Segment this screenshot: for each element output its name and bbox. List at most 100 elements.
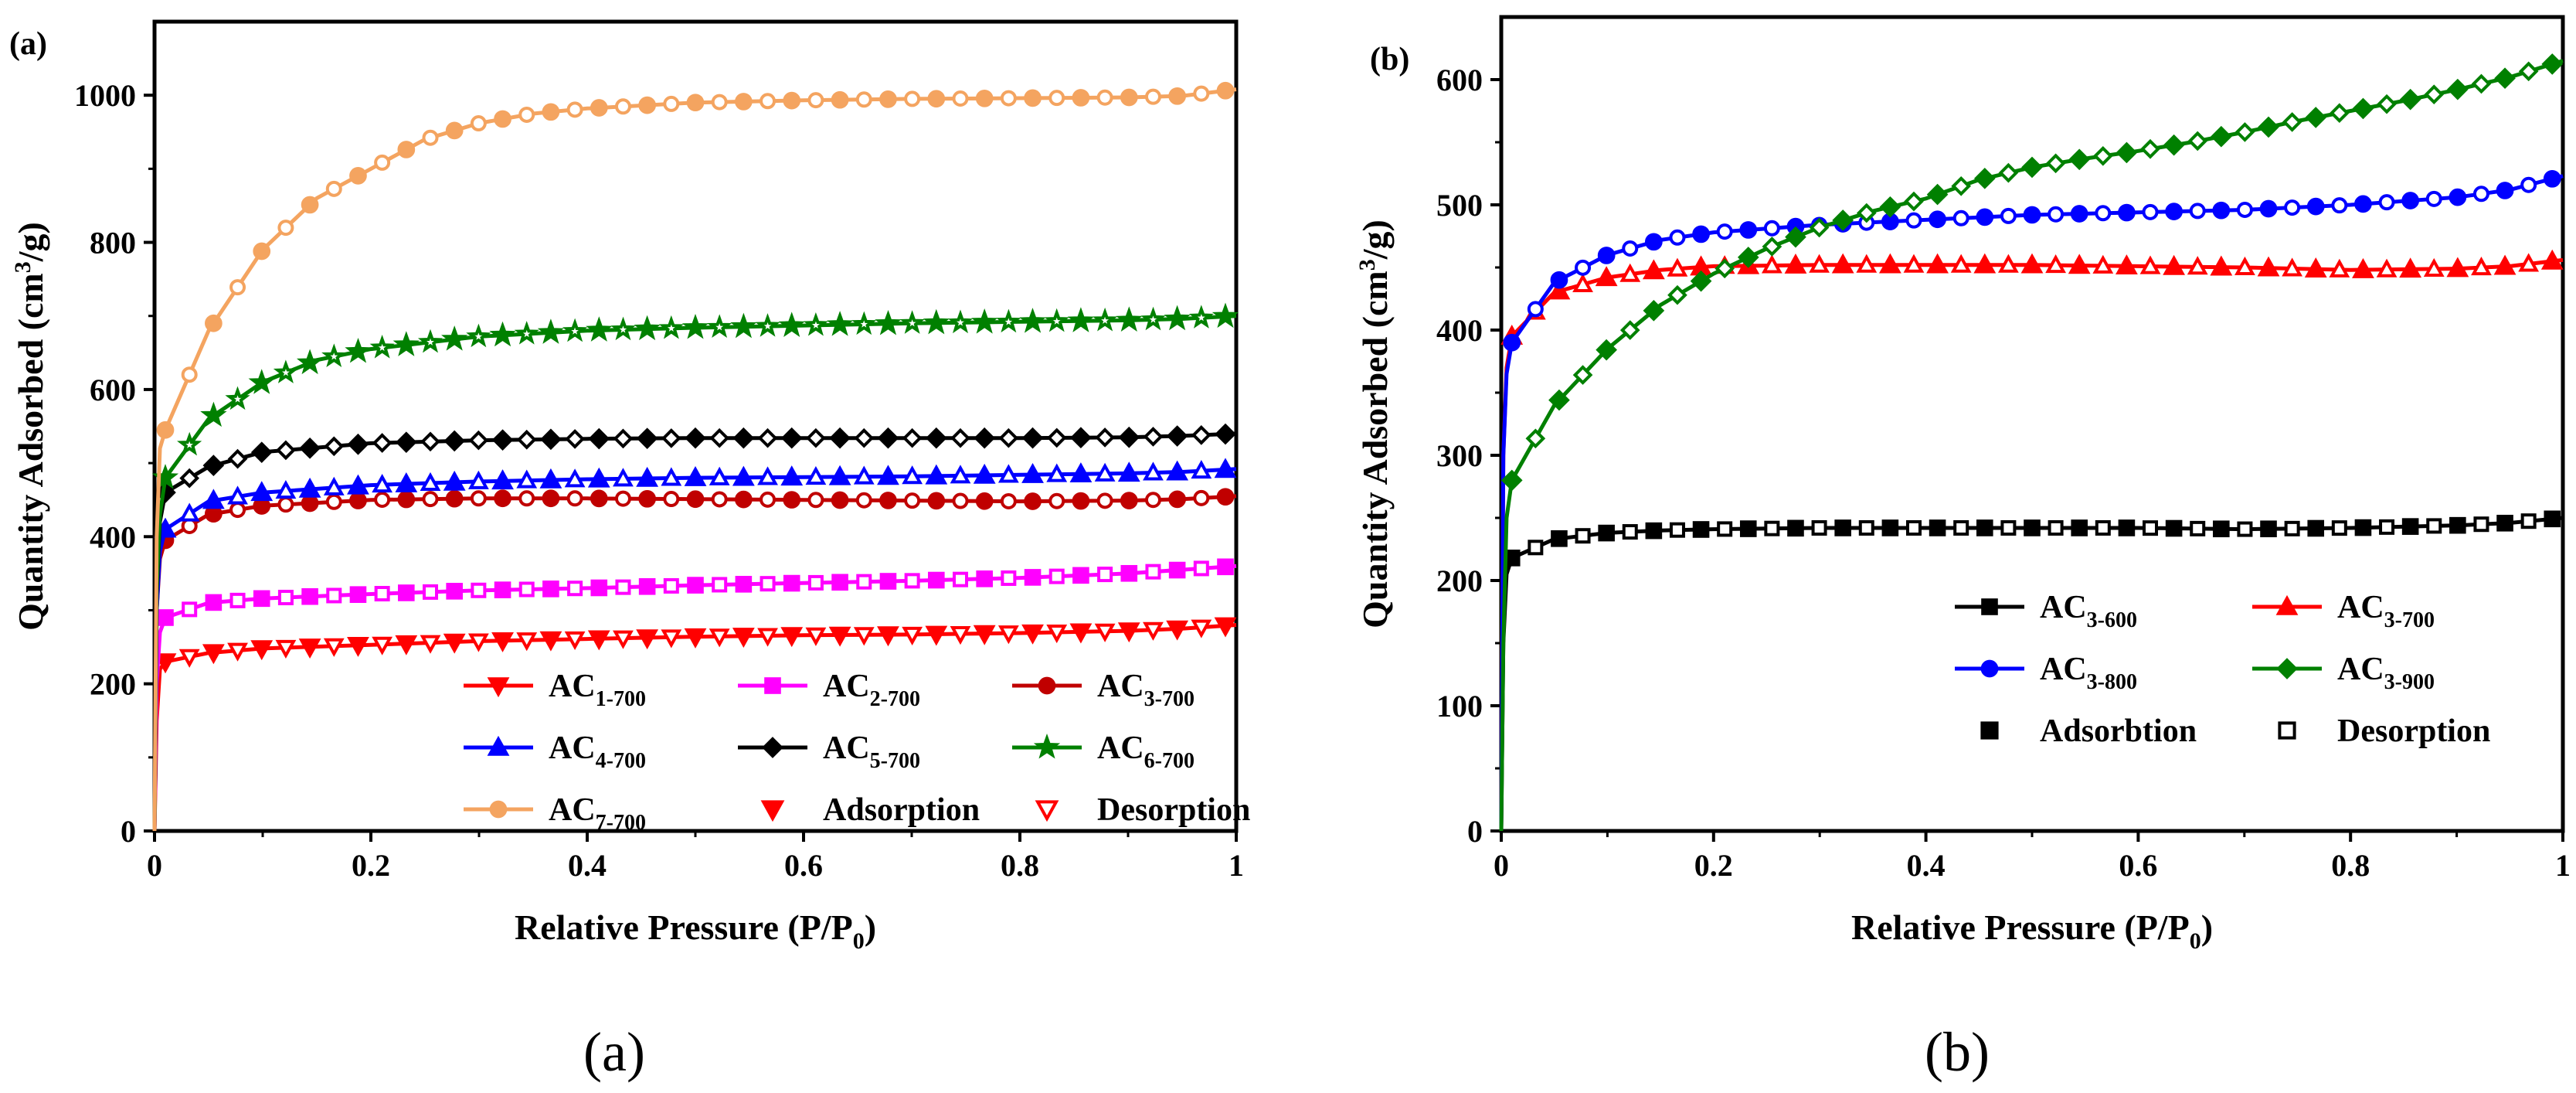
desorption-point bbox=[1809, 217, 1830, 238]
adsorption-point bbox=[685, 427, 706, 449]
adsorption-point bbox=[2165, 203, 2183, 220]
desorption-point bbox=[467, 470, 489, 489]
adsorption-point bbox=[301, 196, 319, 214]
desorption-point bbox=[1619, 263, 1641, 282]
desorption-point bbox=[277, 496, 294, 513]
desorption-point bbox=[2518, 61, 2539, 82]
desorption-point bbox=[1048, 568, 1065, 584]
adsorption-point bbox=[1168, 490, 1186, 509]
desorption-point bbox=[1001, 570, 1017, 586]
desorption-point bbox=[516, 632, 538, 652]
desorption-point bbox=[2376, 258, 2398, 278]
desorption-point bbox=[805, 627, 827, 646]
legend-item: AC3-700 bbox=[1012, 669, 1195, 711]
y-tick-label: 100 bbox=[1436, 689, 1483, 724]
desorption-point bbox=[229, 279, 246, 296]
legend-label: AC1-700 bbox=[549, 669, 646, 711]
desorption-point bbox=[2473, 516, 2489, 533]
adsorption-point bbox=[393, 331, 420, 356]
desorption-point bbox=[851, 311, 877, 335]
legend-item: AC4-700 bbox=[464, 730, 646, 773]
desorption-point bbox=[952, 492, 969, 509]
desorption-point bbox=[760, 93, 777, 110]
desorption-point bbox=[227, 642, 248, 662]
adsorption-point bbox=[636, 427, 658, 449]
x-tick-label: 0.4 bbox=[568, 848, 607, 883]
adsorption-point bbox=[2449, 516, 2466, 534]
desorption-point bbox=[567, 581, 583, 597]
legend-item: AC3-600 bbox=[1955, 590, 2137, 632]
adsorption-point bbox=[2116, 254, 2138, 275]
adsorption-point bbox=[1503, 333, 1521, 352]
desorption-point bbox=[182, 601, 198, 618]
adsorption-point bbox=[973, 463, 996, 484]
desorption-point bbox=[1998, 162, 2019, 183]
adsorption-point bbox=[1214, 458, 1237, 478]
desorption-point bbox=[1096, 89, 1113, 106]
desorption-point bbox=[904, 90, 921, 107]
desorption-point bbox=[225, 386, 250, 410]
desorption-point bbox=[2095, 519, 2111, 536]
legend-marker bbox=[762, 737, 783, 758]
adsorption-point bbox=[349, 586, 367, 603]
adsorption-point bbox=[1024, 492, 1042, 510]
desorption-point bbox=[855, 492, 872, 509]
legend-marker bbox=[1980, 721, 1999, 740]
adsorption-point bbox=[1214, 617, 1237, 638]
series-2-700 bbox=[152, 558, 1237, 832]
desorption-point bbox=[1046, 463, 1068, 482]
adsorption-point bbox=[1164, 305, 1191, 331]
y-tick-label: 400 bbox=[90, 519, 136, 554]
desorption-point bbox=[1092, 307, 1118, 332]
adsorption-point bbox=[1166, 620, 1189, 641]
adsorption-point bbox=[2116, 141, 2138, 164]
adsorption-point bbox=[586, 316, 613, 342]
adsorption-point bbox=[2163, 254, 2186, 275]
adsorption-point bbox=[783, 491, 801, 509]
adsorption-point bbox=[156, 421, 175, 439]
adsorption-point bbox=[253, 590, 270, 608]
desorption-point bbox=[712, 577, 728, 593]
caption-b: (b) bbox=[1925, 1021, 1990, 1083]
desorption-point bbox=[2471, 256, 2492, 276]
desorption-point bbox=[422, 129, 439, 146]
legend: AC3-600 AC3-700 AC3-800 AC3-900 Adsorbtion De… bbox=[1955, 590, 2490, 749]
legend-label: AC2-700 bbox=[823, 669, 920, 711]
adsorption-point bbox=[1692, 521, 1710, 538]
adsorption-point bbox=[539, 468, 562, 489]
desorption-point bbox=[899, 310, 925, 334]
x-tick-label: 0.6 bbox=[2119, 848, 2157, 883]
adsorption-point bbox=[1926, 183, 1949, 206]
adsorption-point bbox=[735, 490, 753, 509]
x-tick-label: 0 bbox=[147, 848, 162, 883]
adsorption-point bbox=[2210, 125, 2232, 148]
legend: AC1-700 AC2-700 AC3-700 AC4-700 AC5-700 AC6-7… bbox=[464, 669, 1250, 835]
legend-label: AC3-700 bbox=[1097, 669, 1195, 711]
desorption-point bbox=[229, 592, 246, 608]
desorption-point bbox=[1619, 320, 1640, 340]
adsorption-point bbox=[925, 427, 947, 449]
desorption-point bbox=[709, 427, 730, 448]
desorption-point bbox=[1951, 175, 1972, 196]
adsorption-point bbox=[1831, 253, 1854, 274]
legend-marker bbox=[1035, 800, 1059, 822]
desorption-point bbox=[417, 329, 443, 353]
y-axis-title: Quantity Adsorbed (cm3/g) bbox=[1354, 220, 1395, 628]
adsorption-point bbox=[494, 581, 511, 598]
desorption-point bbox=[2092, 145, 2113, 166]
adsorption-point bbox=[590, 579, 608, 597]
y-tick-label: 600 bbox=[1436, 63, 1483, 97]
adsorption-point bbox=[347, 433, 369, 455]
desorption-point bbox=[709, 628, 730, 648]
adsorption-point bbox=[2401, 192, 2419, 209]
adsorption-point bbox=[975, 89, 994, 107]
adsorption-point bbox=[827, 311, 854, 336]
series-3-800 bbox=[1499, 169, 2564, 832]
adsorption-point bbox=[1973, 253, 1997, 274]
adsorption-point bbox=[2257, 256, 2280, 277]
desorption-point bbox=[2282, 257, 2303, 277]
desorption-point bbox=[805, 465, 827, 485]
adsorption-point bbox=[735, 576, 753, 593]
desorption-point bbox=[1761, 254, 1782, 274]
adsorption-point bbox=[398, 584, 415, 601]
